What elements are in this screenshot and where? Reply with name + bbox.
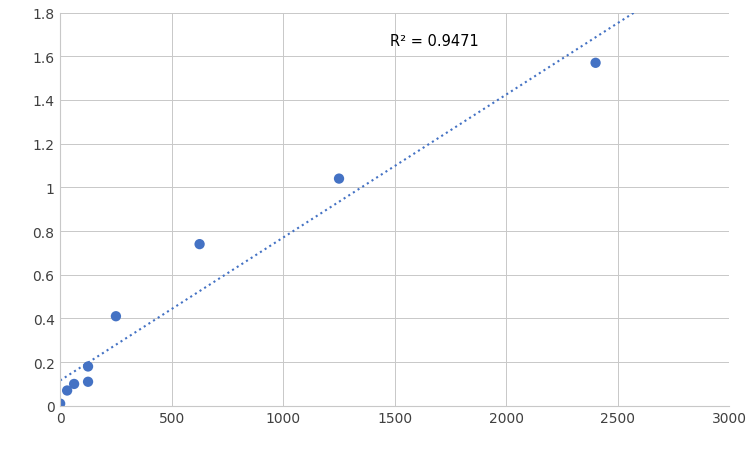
Point xyxy=(193,241,205,248)
Point xyxy=(333,175,345,183)
Point xyxy=(590,60,602,67)
Point xyxy=(54,400,66,407)
Point xyxy=(68,381,80,388)
Point xyxy=(61,387,73,394)
Point xyxy=(82,378,94,386)
Point xyxy=(110,313,122,320)
Point xyxy=(82,363,94,370)
Text: R² = 0.9471: R² = 0.9471 xyxy=(390,33,479,48)
